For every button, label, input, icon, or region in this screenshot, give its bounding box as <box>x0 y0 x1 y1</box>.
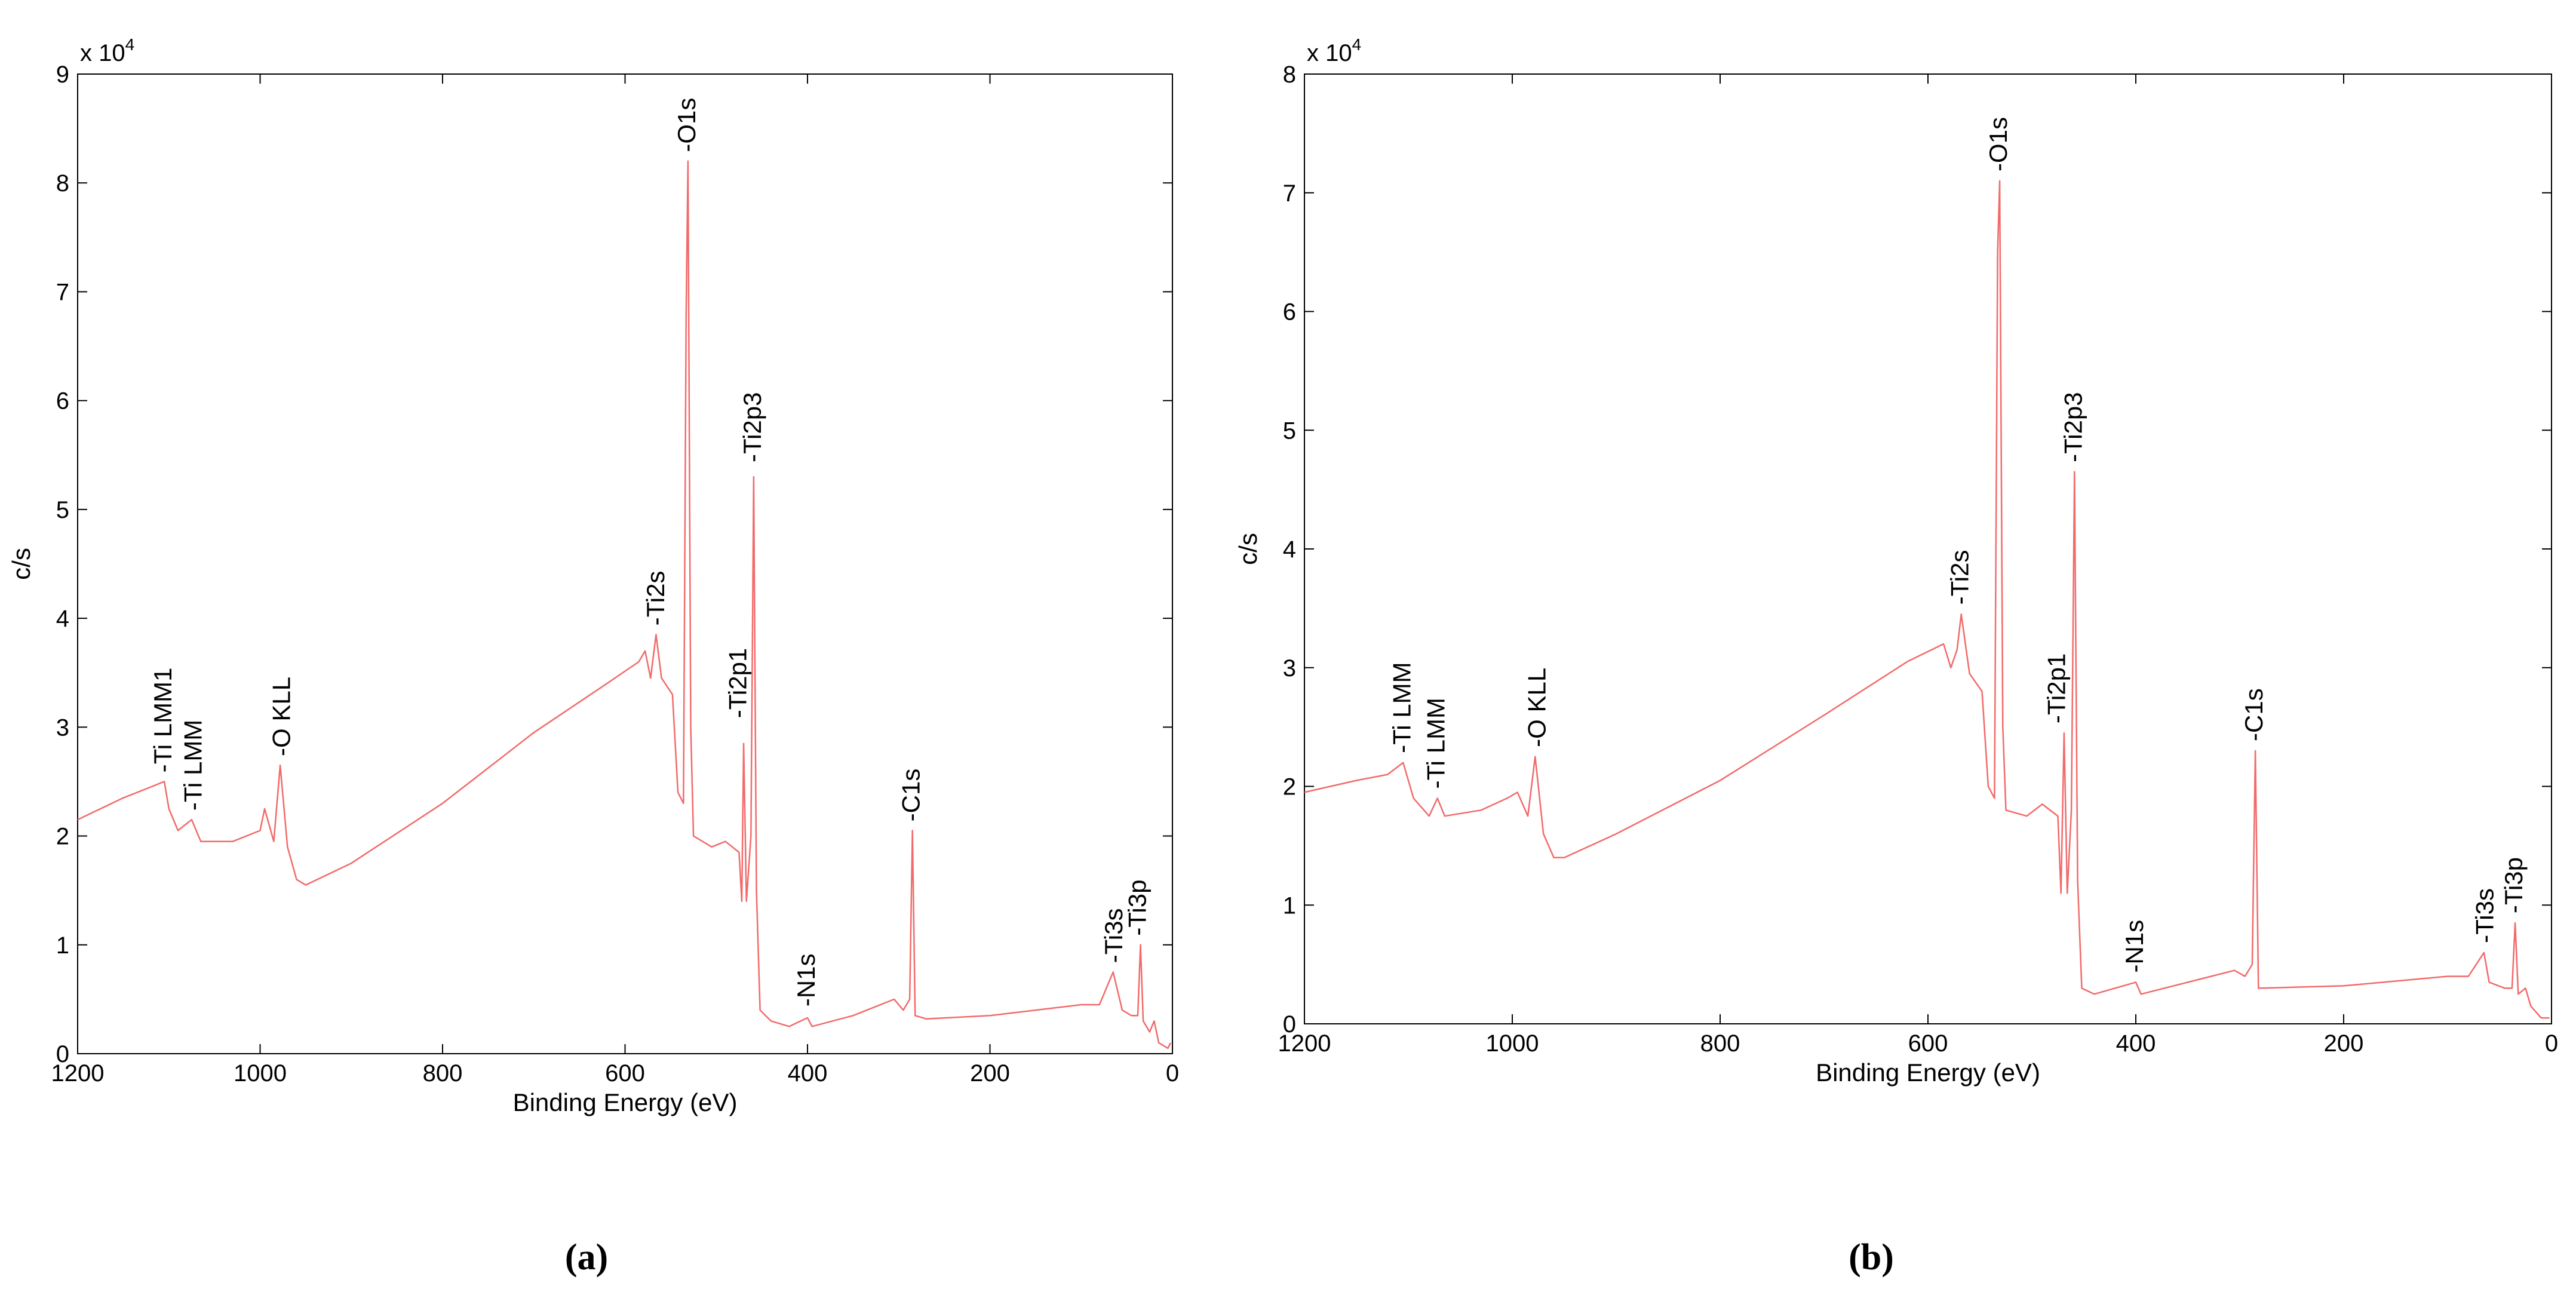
y-tick-label: 4 <box>1283 536 1296 563</box>
peak-label: -Ti2p3 <box>2059 392 2087 462</box>
spectrum-line <box>1304 180 2550 1019</box>
x-tick-label: 800 <box>1700 1030 1740 1057</box>
y-tick-label: 3 <box>1283 655 1296 682</box>
peak-label: -Ti2p1 <box>2043 653 2071 724</box>
spectrum-line <box>77 160 1172 1049</box>
peak-label: -Ti2s <box>1946 550 1974 605</box>
y-tick-label: 2 <box>1283 774 1296 800</box>
peak-label: -Ti2s <box>641 571 670 626</box>
y-tick-label: 3 <box>56 714 69 741</box>
peak-label: -Ti LMM <box>1422 698 1450 788</box>
x-tick-label: 400 <box>788 1060 828 1087</box>
y-tick-label: 4 <box>56 606 69 632</box>
y-scale-exponent: 4 <box>125 35 135 54</box>
y-tick-label: 0 <box>56 1041 69 1067</box>
peak-label: -Ti2p3 <box>738 392 766 463</box>
y-axis-label: c/s <box>7 548 35 580</box>
x-tick-label: 600 <box>1908 1030 1948 1057</box>
x-tick-label: 0 <box>2545 1030 2558 1057</box>
x-tick-label: 600 <box>605 1060 645 1087</box>
y-tick-label: 0 <box>1283 1011 1296 1038</box>
x-tick-label: 0 <box>1166 1060 1179 1087</box>
peak-label: -Ti3s <box>2470 888 2498 943</box>
y-tick-label: 8 <box>56 170 69 197</box>
x-tick-label: 200 <box>2324 1030 2364 1057</box>
peak-label: -N1s <box>792 953 820 1006</box>
peak-label: -O1s <box>1984 117 2012 171</box>
peak-label: -O KLL <box>268 677 296 756</box>
y-scale-label: x 104 <box>80 35 134 66</box>
plot-frame <box>77 73 1173 1054</box>
y-tick-label: 7 <box>1283 180 1296 207</box>
y-tick-label: 1 <box>56 932 69 959</box>
x-tick-label: 800 <box>423 1060 463 1087</box>
y-scale-label: x 104 <box>1307 35 1361 66</box>
peak-label: -C1s <box>2240 688 2268 741</box>
y-tick-label: 8 <box>1283 62 1296 88</box>
x-tick-label: 400 <box>2116 1030 2156 1057</box>
peak-label: -N1s <box>2120 920 2148 973</box>
y-scale-exponent: 4 <box>1352 35 1362 54</box>
y-tick-label: 2 <box>56 824 69 850</box>
y-axis-label: c/s <box>1234 533 1262 565</box>
x-axis-label: Binding Energy (eV) <box>1816 1058 2040 1087</box>
y-scale-base: x 10 <box>80 40 125 66</box>
x-tick-label: 1000 <box>1486 1030 1539 1057</box>
x-tick-label: 1200 <box>51 1060 105 1087</box>
peak-label: -Ti LMM1 <box>149 668 177 773</box>
y-tick-label: 1 <box>1283 892 1296 919</box>
plot-frame <box>1304 73 2552 1024</box>
peak-label: -Ti3s <box>1100 908 1128 963</box>
panel-caption: (a) <box>565 1237 608 1278</box>
panel-caption: (b) <box>1849 1237 1894 1278</box>
peak-label: -Ti LMM <box>1387 662 1416 753</box>
y-tick-label: 5 <box>1283 418 1296 444</box>
x-tick-label: 1000 <box>234 1060 287 1087</box>
peak-label: -C1s <box>897 769 925 822</box>
peak-label: -O KLL <box>1523 668 1551 747</box>
y-tick-label: 7 <box>56 279 69 305</box>
peak-label: -Ti2p1 <box>723 648 751 719</box>
y-tick-label: 6 <box>56 388 69 415</box>
x-tick-label: 1200 <box>1278 1030 1331 1057</box>
x-tick-label: 200 <box>970 1060 1010 1087</box>
peak-label: -O1s <box>673 98 701 152</box>
x-axis-label: Binding Energy (eV) <box>513 1088 738 1116</box>
y-tick-label: 9 <box>56 62 69 88</box>
y-tick-label: 6 <box>1283 299 1296 326</box>
peak-label: -Ti3p <box>1123 880 1151 936</box>
peak-label: -Ti3p <box>2500 857 2528 913</box>
peak-label: -Ti LMM <box>179 720 207 811</box>
y-tick-label: 5 <box>56 497 69 523</box>
y-scale-base: x 10 <box>1307 40 1352 66</box>
